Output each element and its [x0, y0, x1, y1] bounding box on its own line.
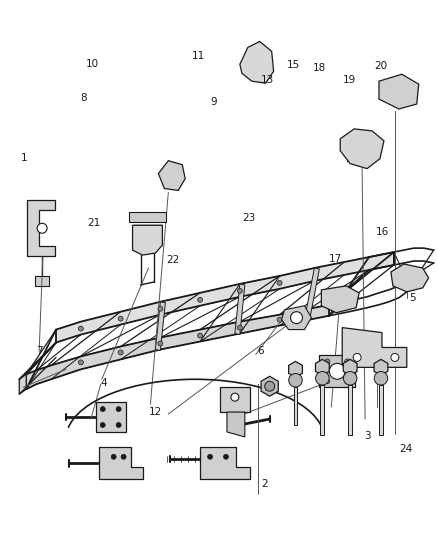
Polygon shape	[342, 328, 407, 367]
Polygon shape	[240, 42, 274, 83]
Text: 11: 11	[191, 51, 205, 61]
Polygon shape	[319, 356, 355, 387]
Circle shape	[118, 316, 123, 321]
Circle shape	[316, 372, 329, 385]
Polygon shape	[26, 305, 329, 389]
Text: 15: 15	[287, 60, 300, 70]
Circle shape	[343, 372, 357, 385]
Circle shape	[237, 325, 242, 330]
Circle shape	[111, 454, 116, 459]
Polygon shape	[321, 286, 359, 313]
Circle shape	[198, 297, 203, 302]
Circle shape	[289, 374, 302, 387]
Circle shape	[100, 423, 105, 427]
Circle shape	[329, 364, 345, 379]
Text: 4: 4	[100, 378, 107, 388]
Polygon shape	[340, 129, 384, 168]
Circle shape	[118, 350, 123, 355]
Circle shape	[277, 280, 282, 285]
Text: 12: 12	[149, 407, 162, 417]
Polygon shape	[304, 268, 319, 321]
Circle shape	[325, 379, 330, 384]
Polygon shape	[19, 374, 26, 394]
Text: 17: 17	[329, 254, 342, 263]
Circle shape	[116, 423, 121, 427]
Polygon shape	[379, 385, 383, 435]
Circle shape	[158, 341, 163, 346]
Circle shape	[231, 393, 239, 401]
Text: 18: 18	[312, 63, 326, 73]
Circle shape	[265, 381, 275, 391]
Circle shape	[121, 454, 126, 459]
Text: 1: 1	[21, 153, 27, 163]
Text: 2: 2	[261, 479, 268, 489]
Text: 16: 16	[375, 227, 389, 237]
Text: 19: 19	[343, 75, 356, 85]
Circle shape	[391, 353, 399, 361]
Circle shape	[78, 360, 83, 365]
Text: 8: 8	[80, 93, 87, 103]
Circle shape	[158, 306, 163, 311]
Circle shape	[78, 326, 83, 331]
Circle shape	[325, 359, 330, 364]
Text: 23: 23	[242, 213, 255, 223]
Text: 20: 20	[374, 61, 388, 71]
Polygon shape	[379, 74, 419, 109]
Polygon shape	[391, 264, 429, 292]
Circle shape	[100, 407, 105, 411]
Polygon shape	[293, 387, 297, 425]
Circle shape	[37, 223, 47, 233]
Circle shape	[116, 407, 121, 411]
Text: 9: 9	[211, 98, 217, 107]
Polygon shape	[96, 402, 126, 432]
Polygon shape	[155, 302, 165, 351]
Polygon shape	[35, 276, 49, 286]
Polygon shape	[26, 305, 329, 389]
Circle shape	[277, 317, 282, 322]
Polygon shape	[320, 385, 324, 435]
Polygon shape	[261, 376, 278, 396]
Text: 24: 24	[399, 444, 413, 454]
Circle shape	[237, 288, 242, 293]
Polygon shape	[27, 200, 55, 256]
Circle shape	[353, 353, 361, 361]
Text: 7: 7	[36, 346, 43, 356]
Text: 5: 5	[410, 293, 416, 303]
Circle shape	[208, 454, 212, 459]
Circle shape	[198, 333, 203, 338]
Polygon shape	[133, 225, 162, 255]
Polygon shape	[99, 447, 144, 479]
Polygon shape	[227, 412, 245, 437]
Polygon shape	[56, 252, 394, 343]
Polygon shape	[200, 447, 250, 479]
Circle shape	[345, 359, 350, 364]
Text: 6: 6	[257, 346, 264, 356]
Text: 13: 13	[261, 75, 274, 85]
Text: 22: 22	[167, 255, 180, 265]
Polygon shape	[348, 385, 352, 435]
Polygon shape	[235, 284, 245, 335]
Polygon shape	[282, 306, 311, 329]
Polygon shape	[159, 160, 185, 190]
Text: 21: 21	[87, 218, 100, 228]
Polygon shape	[220, 387, 250, 412]
Circle shape	[223, 454, 229, 459]
Polygon shape	[289, 361, 302, 377]
Polygon shape	[315, 359, 329, 375]
Circle shape	[290, 312, 303, 324]
Circle shape	[345, 379, 350, 384]
Text: 3: 3	[364, 431, 370, 441]
Polygon shape	[374, 359, 388, 375]
Text: 10: 10	[86, 59, 99, 69]
Polygon shape	[343, 359, 357, 375]
Circle shape	[374, 372, 388, 385]
Polygon shape	[129, 212, 166, 222]
